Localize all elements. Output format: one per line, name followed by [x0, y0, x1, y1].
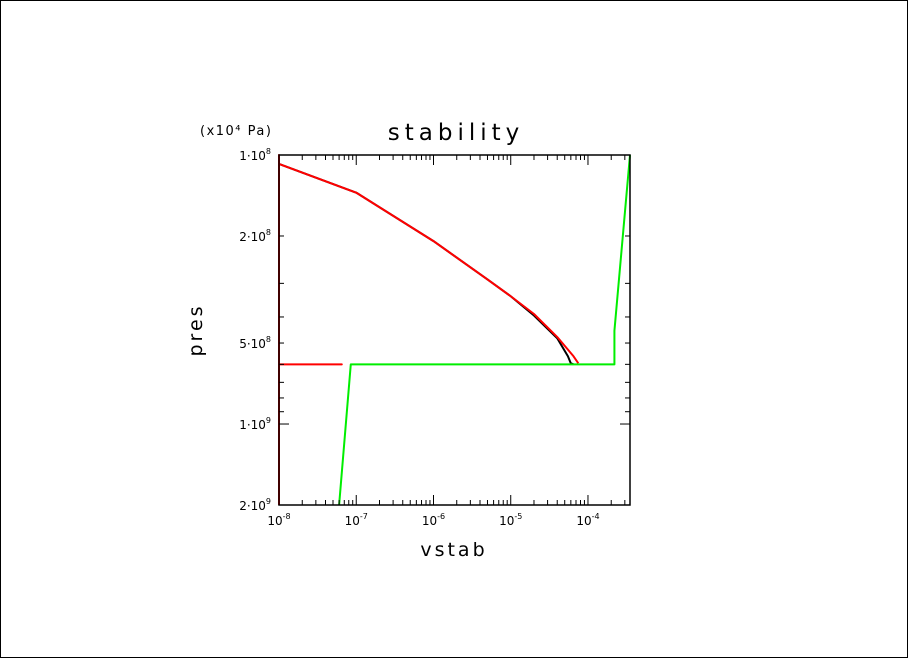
series-line-1	[278, 163, 574, 366]
plot-area-border	[278, 154, 631, 506]
y-axis-label: pres	[185, 303, 207, 356]
x-tick-label: 10-6	[422, 512, 445, 528]
x-axis-label: vstab	[420, 539, 487, 561]
series-line-2	[278, 154, 580, 505]
y-tick-label: 2·109	[239, 497, 271, 513]
x-tick-label: 10-5	[499, 512, 522, 528]
y-tick-label: 2·108	[239, 228, 271, 244]
unit-label: (x10⁴ Pa)	[200, 124, 272, 139]
x-tick-label: 10-4	[576, 512, 599, 528]
axes-layer	[278, 154, 630, 506]
x-tick-label: 10-8	[267, 512, 290, 528]
tick-labels: 10-8 10-7 10-6 10-5 10-4 1·108 2·108 5·108 1·109…	[239, 147, 599, 528]
y-tick-label: 1·108	[239, 147, 271, 163]
y-tick-label: 1·109	[239, 416, 271, 432]
y-tick-label: 5·108	[239, 335, 271, 351]
series-line-3	[338, 154, 631, 506]
series-layer	[278, 154, 631, 506]
chart-title: stability	[388, 120, 525, 146]
x-tick-label: 10-7	[345, 512, 368, 528]
